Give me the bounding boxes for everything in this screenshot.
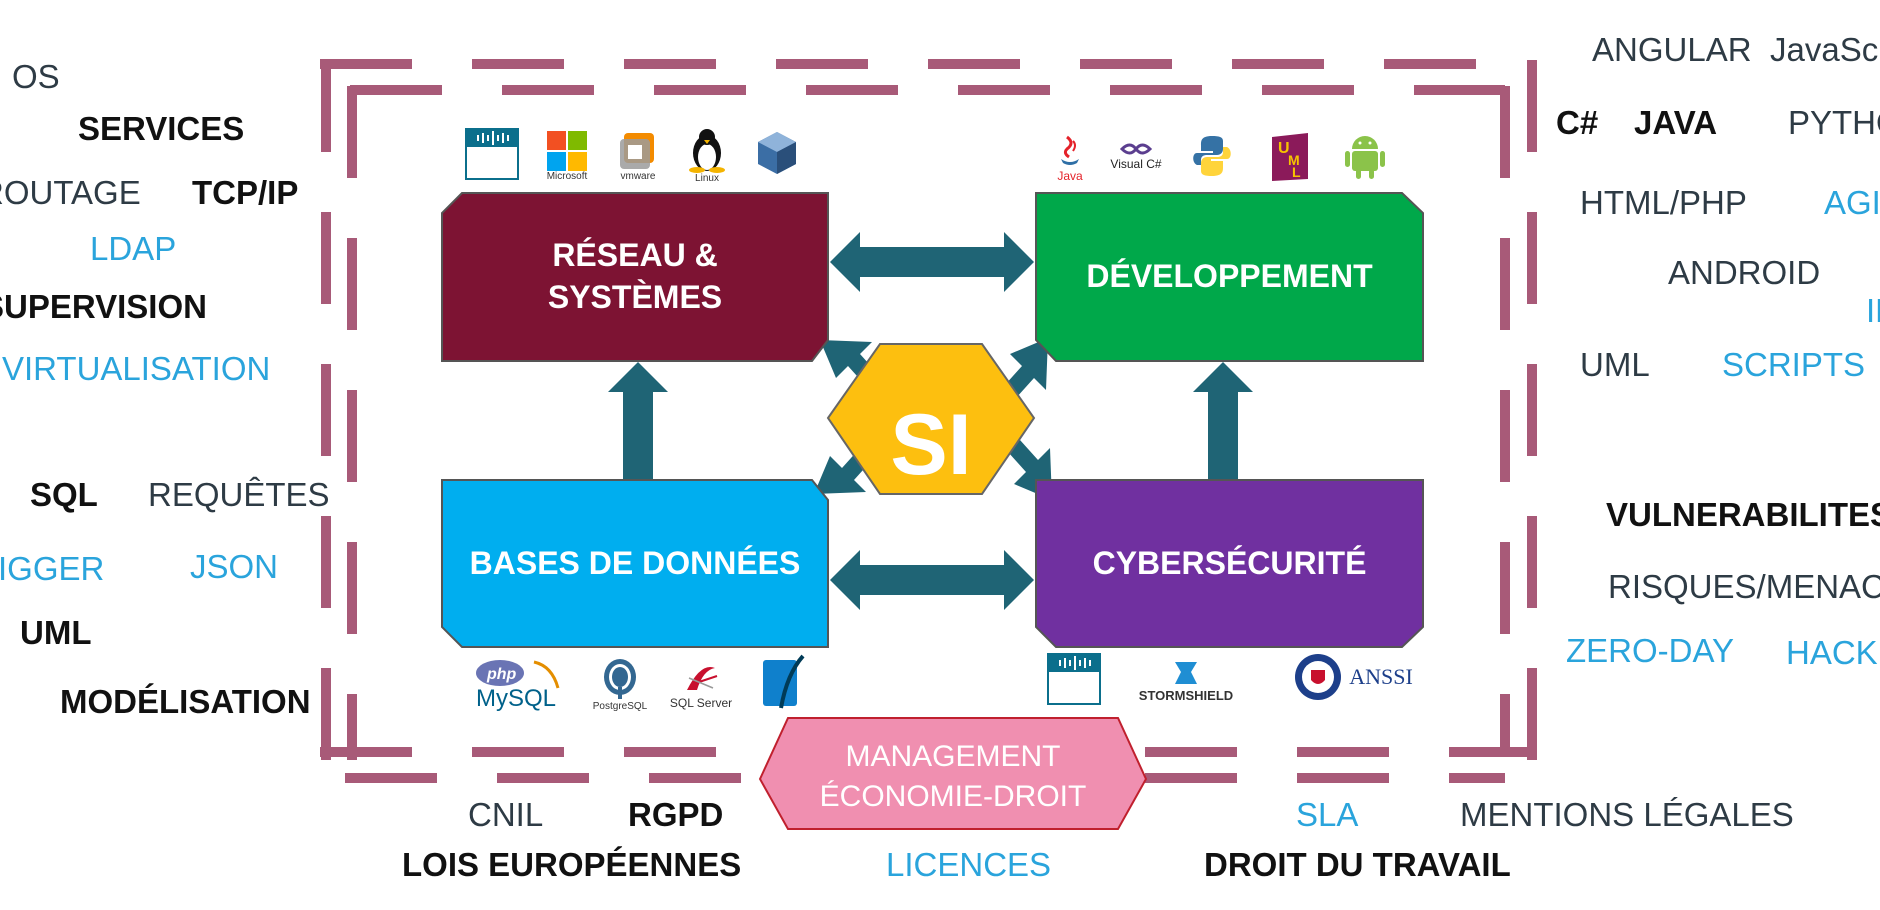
svg-text:M: M	[1288, 152, 1300, 168]
kw-csharp: C#	[1556, 104, 1599, 141]
kw-cnil: CNIL	[468, 796, 544, 833]
kw-json: JSON	[190, 548, 279, 585]
arrow-reseau-dev	[830, 232, 1034, 292]
kw-hacker: HACKER	[1786, 634, 1880, 671]
si-hexagon	[826, 343, 1036, 495]
kw-ldap: LDAP	[90, 230, 177, 267]
virtualbox-logo	[755, 128, 799, 178]
kw-android: ANDROID	[1668, 254, 1821, 291]
frame-bottom	[320, 747, 1536, 783]
kw-trigger: TRIGGER	[0, 550, 105, 587]
linux-caption: Linux	[695, 172, 719, 184]
svg-text:L: L	[1292, 164, 1301, 180]
kw-mentions: MENTIONS LÉGALES	[1460, 796, 1794, 833]
kw-vulnerabilites: VULNERABILITES	[1606, 496, 1880, 533]
box-dev-shape	[1035, 192, 1424, 362]
dashed-frame	[320, 59, 1537, 783]
kw-uml-right: UML	[1580, 346, 1650, 383]
kw-scripts: SCRIPTS	[1722, 346, 1866, 383]
microsoft-caption: Microsoft	[546, 170, 588, 182]
vmware-logo: vmware	[612, 128, 664, 184]
sqlserver-logo: SQL Server	[668, 654, 734, 714]
box-reseau-label: RÉSEAU & SYSTÈMES	[547, 237, 723, 315]
stormshield-logo: STORMSHIELD	[1130, 652, 1242, 708]
box-bases-de-donnees: BASES DE DONNÉES	[442, 480, 828, 647]
php-mysql-logo: php MySQL	[472, 656, 564, 712]
kw-virtualisation: VIRTUALISATION	[2, 350, 271, 387]
box-cyber-shape	[1035, 479, 1424, 648]
kw-tcpip: TCP/IP	[192, 174, 299, 211]
stormshield-caption: STORMSHIELD	[1138, 687, 1234, 703]
kw-modelisation: MODÉLISATION	[60, 683, 311, 720]
kw-sla: SLA	[1296, 796, 1359, 833]
box-reseau: RÉSEAU & SYSTÈMES	[442, 193, 828, 361]
kw-htmlphp: HTML/PHP	[1580, 184, 1747, 221]
frame-left	[321, 60, 357, 760]
kw-angular: ANGULAR	[1592, 31, 1752, 68]
kw-requetes: REQUÊTES	[148, 476, 330, 513]
cisco-academy-logo-2	[1046, 653, 1102, 705]
management-hexagon	[758, 717, 1148, 830]
svg-text:U: U	[1278, 140, 1290, 157]
box-cybersecurite: CYBERSÉCURITÉ	[1036, 480, 1423, 647]
kw-routage: ROUTAGE	[0, 174, 141, 211]
box-bdd-label: BASES DE DONNÉES	[469, 544, 801, 581]
kw-agile: AGILE	[1824, 184, 1880, 221]
kw-services: SERVICES	[78, 110, 245, 147]
box-developpement: DÉVELOPPEMENT	[1036, 193, 1423, 361]
management-line-2: ÉCONOMIE-DROIT	[819, 780, 1087, 813]
mysql-text: MySQL	[476, 685, 556, 712]
box-cyber-label: CYBERSÉCURITÉ	[1092, 544, 1367, 581]
kw-supervision: SUPERVISION	[0, 288, 207, 325]
kw-rgpd: RGPD	[628, 796, 724, 833]
kw-lois: LOIS EUROPÉENNES	[402, 846, 742, 883]
php-text: php	[486, 666, 517, 683]
visualc-caption: Visual C#	[1110, 157, 1162, 171]
android-logo	[1342, 130, 1388, 182]
vmware-caption: vmware	[620, 170, 656, 182]
sqlserver-caption: SQL Server	[669, 696, 733, 710]
management-line-1: MANAGEMENT	[845, 739, 1061, 773]
box-bdd-shape	[441, 479, 829, 648]
kw-droit: DROIT DU TRAVAIL	[1204, 846, 1511, 883]
microsoft-logo: Microsoft	[542, 128, 592, 184]
box-dev-label: DÉVELOPPEMENT	[1086, 258, 1373, 295]
frame-right	[1500, 60, 1537, 775]
postgresql-logo: PostgreSQL	[588, 654, 652, 714]
box-reseau-shape	[441, 192, 829, 362]
python-logo	[1188, 132, 1236, 180]
java-caption: Java	[1057, 169, 1083, 183]
postgresql-caption: PostgreSQL	[592, 700, 648, 712]
java-logo: Java	[1052, 130, 1088, 186]
management-label: MANAGEMENT ÉCONOMIE-DROIT	[760, 731, 1146, 823]
kw-ihm: IHM	[1866, 292, 1880, 329]
linux-logo: Linux	[682, 125, 732, 185]
kw-python: PYTHON	[1788, 104, 1880, 141]
anssi-logo: ANSSI	[1288, 650, 1418, 704]
arrow-bdd-cyber	[830, 550, 1034, 610]
kw-licences: LICENCES	[886, 846, 1052, 883]
visual-csharp-logo: Visual C#	[1108, 138, 1164, 174]
kw-java: JAVA	[1634, 104, 1718, 141]
si-label: SI	[890, 396, 972, 493]
kw-risques: RISQUES/MENACES	[1608, 568, 1880, 605]
frame-top	[320, 59, 1536, 95]
kw-os: OS	[12, 58, 60, 95]
anssi-caption: ANSSI	[1349, 664, 1413, 689]
kw-javascript: JavaScript	[1770, 31, 1880, 68]
kw-uml-left: UML	[20, 614, 92, 651]
sqlite-logo	[756, 652, 808, 712]
arrow-si-dev	[1004, 338, 1048, 398]
cisco-academy-logo	[465, 128, 519, 180]
kw-sql: SQL	[30, 476, 98, 513]
kw-zeroday: ZERO-DAY	[1566, 632, 1735, 669]
